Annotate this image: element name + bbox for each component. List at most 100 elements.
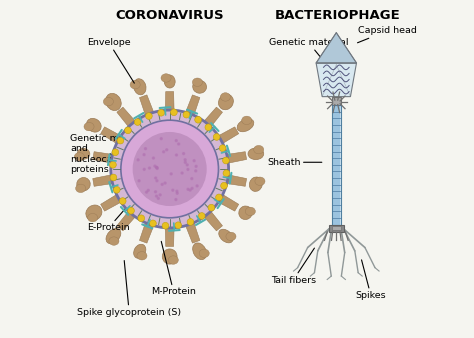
- Ellipse shape: [134, 244, 146, 258]
- Circle shape: [155, 195, 157, 197]
- Text: M-Protein: M-Protein: [151, 241, 196, 296]
- Circle shape: [170, 173, 172, 175]
- Circle shape: [138, 215, 145, 222]
- Ellipse shape: [76, 184, 86, 193]
- Circle shape: [161, 184, 163, 186]
- Circle shape: [117, 137, 124, 144]
- Ellipse shape: [193, 80, 207, 93]
- Ellipse shape: [87, 118, 101, 132]
- Circle shape: [184, 161, 186, 163]
- Circle shape: [134, 119, 141, 125]
- Circle shape: [176, 192, 178, 194]
- Ellipse shape: [199, 249, 209, 258]
- Polygon shape: [219, 195, 239, 211]
- Polygon shape: [228, 152, 246, 163]
- Text: Spike glycoprotein (S): Spike glycoprotein (S): [77, 261, 181, 317]
- Circle shape: [146, 191, 147, 193]
- Text: Genetic material: Genetic material: [269, 38, 348, 58]
- Ellipse shape: [74, 152, 84, 161]
- Ellipse shape: [109, 237, 119, 245]
- Ellipse shape: [219, 229, 233, 243]
- Text: Sheath: Sheath: [267, 158, 322, 167]
- Circle shape: [223, 170, 230, 176]
- Ellipse shape: [249, 177, 262, 191]
- Circle shape: [191, 178, 193, 180]
- Circle shape: [181, 172, 183, 174]
- Circle shape: [175, 154, 177, 156]
- Ellipse shape: [242, 116, 252, 124]
- Ellipse shape: [77, 148, 90, 159]
- Circle shape: [213, 134, 220, 140]
- Ellipse shape: [254, 145, 264, 154]
- Circle shape: [205, 124, 212, 131]
- Ellipse shape: [106, 228, 121, 244]
- Circle shape: [171, 109, 177, 116]
- Polygon shape: [139, 95, 154, 115]
- Circle shape: [119, 198, 126, 204]
- Circle shape: [195, 170, 197, 172]
- Circle shape: [156, 167, 158, 169]
- Circle shape: [178, 143, 180, 145]
- FancyBboxPatch shape: [329, 224, 344, 232]
- Circle shape: [160, 138, 162, 140]
- Ellipse shape: [137, 251, 147, 260]
- Ellipse shape: [161, 74, 171, 82]
- Circle shape: [187, 168, 189, 170]
- Circle shape: [175, 222, 182, 228]
- Circle shape: [184, 159, 186, 161]
- Ellipse shape: [168, 256, 178, 264]
- Circle shape: [156, 167, 158, 169]
- Circle shape: [138, 180, 140, 182]
- Text: E-Protein: E-Protein: [87, 206, 130, 233]
- Polygon shape: [117, 212, 135, 231]
- Circle shape: [187, 219, 194, 225]
- Text: Capsid head: Capsid head: [357, 26, 416, 43]
- FancyBboxPatch shape: [332, 226, 341, 231]
- Circle shape: [109, 162, 116, 168]
- Text: Spikes: Spikes: [356, 260, 386, 300]
- Ellipse shape: [162, 249, 177, 264]
- Circle shape: [128, 207, 134, 214]
- Circle shape: [155, 177, 157, 179]
- Circle shape: [164, 182, 166, 184]
- Polygon shape: [139, 223, 154, 243]
- Circle shape: [195, 116, 201, 123]
- Circle shape: [147, 189, 149, 191]
- Ellipse shape: [237, 119, 254, 132]
- Polygon shape: [165, 92, 174, 110]
- Ellipse shape: [134, 79, 146, 95]
- Circle shape: [148, 167, 150, 169]
- Ellipse shape: [239, 206, 252, 219]
- Circle shape: [150, 220, 156, 227]
- Text: CORONAVIRUS: CORONAVIRUS: [115, 9, 224, 22]
- Circle shape: [143, 154, 145, 156]
- Polygon shape: [205, 212, 222, 231]
- FancyBboxPatch shape: [332, 105, 341, 224]
- Circle shape: [153, 157, 155, 159]
- FancyBboxPatch shape: [332, 97, 341, 105]
- Circle shape: [111, 110, 228, 228]
- Ellipse shape: [86, 205, 102, 220]
- Circle shape: [133, 132, 207, 206]
- Polygon shape: [219, 127, 239, 143]
- Circle shape: [193, 160, 195, 162]
- Circle shape: [143, 168, 145, 170]
- Circle shape: [158, 110, 164, 116]
- Circle shape: [196, 185, 198, 187]
- FancyBboxPatch shape: [333, 105, 339, 224]
- Ellipse shape: [192, 243, 207, 260]
- Circle shape: [216, 194, 222, 201]
- Polygon shape: [93, 152, 112, 163]
- Ellipse shape: [88, 214, 98, 222]
- Ellipse shape: [245, 207, 255, 216]
- Polygon shape: [100, 127, 120, 143]
- Ellipse shape: [248, 148, 264, 160]
- Polygon shape: [186, 95, 200, 115]
- Ellipse shape: [130, 80, 140, 89]
- Circle shape: [113, 187, 120, 193]
- Circle shape: [156, 180, 158, 182]
- Circle shape: [125, 127, 131, 134]
- Ellipse shape: [255, 177, 265, 186]
- Circle shape: [183, 111, 190, 118]
- Circle shape: [137, 159, 139, 161]
